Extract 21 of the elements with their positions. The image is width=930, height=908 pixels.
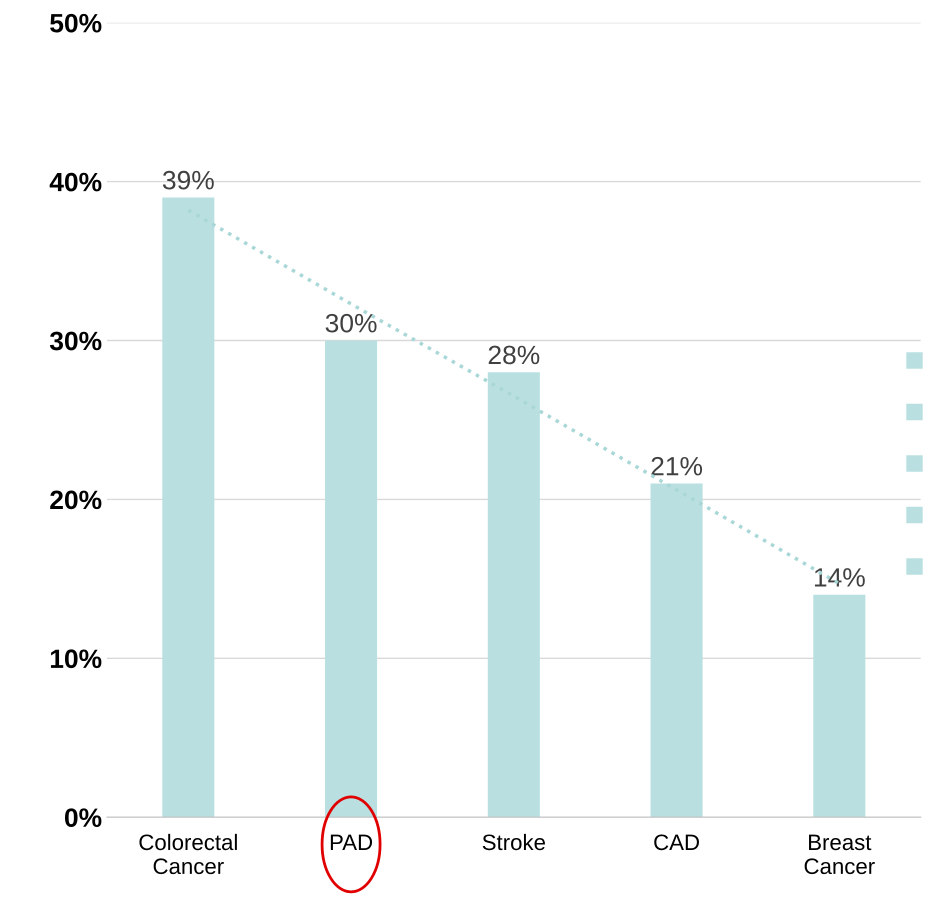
x-tick-label: PAD: [330, 834, 372, 850]
bar: [650, 484, 703, 818]
text: 39%: [162, 170, 214, 190]
text: 28%: [488, 346, 540, 364]
bar: [325, 340, 378, 818]
bar: [813, 594, 866, 818]
y-tick-label: 30%: [50, 332, 102, 350]
bar: [162, 197, 214, 818]
bar: [488, 372, 540, 818]
x-tick-label: Breast Cancer: [804, 834, 875, 874]
y-tick-label: 10%: [50, 649, 102, 668]
x-tick-label: CAD: [654, 834, 699, 850]
y-tick-label: 40%: [50, 172, 102, 192]
y-tick-label: 0%: [64, 808, 102, 828]
text: 30%: [326, 314, 377, 333]
y-tick-label: 50%: [50, 14, 102, 33]
y-tick-label: 20%: [50, 490, 102, 510]
text: 21%: [651, 456, 702, 476]
x-tick-label: Colorectal Cancer: [139, 834, 237, 874]
x-tick-label: Stroke: [482, 834, 545, 850]
text: 14%: [814, 568, 865, 587]
